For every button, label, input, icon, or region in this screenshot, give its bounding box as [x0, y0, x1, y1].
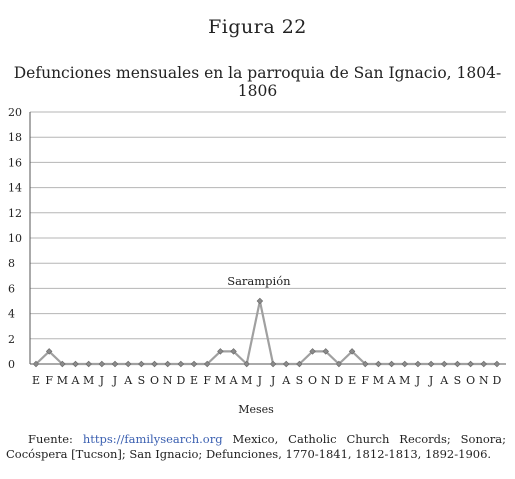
- y-tick-label: 8: [8, 257, 15, 270]
- x-tick-label: M: [241, 374, 252, 387]
- y-tick-labels: 0 2 4 6 8 10 12 14 16 18 20: [8, 106, 22, 371]
- x-tick-label: J: [270, 374, 275, 387]
- data-point: [203, 360, 211, 368]
- y-tick-label: 0: [8, 358, 15, 371]
- annotation-label: Sarampión: [227, 274, 291, 288]
- x-tick-label: D: [334, 374, 343, 387]
- y-tick-label: 18: [8, 131, 22, 144]
- y-tick-label: 16: [8, 156, 22, 169]
- x-tick-label: J: [112, 374, 117, 387]
- y-tick-label: 20: [8, 106, 22, 119]
- annotations: Sarampión: [227, 274, 291, 288]
- x-tick-label: F: [361, 374, 369, 387]
- data-point: [388, 360, 395, 368]
- x-tick-label: E: [348, 374, 356, 387]
- data-point: [190, 360, 198, 368]
- data-point: [45, 348, 53, 355]
- data-point: [111, 360, 119, 368]
- figure-label: Figura 22: [208, 16, 307, 38]
- data-point: [217, 348, 224, 355]
- data-point: [164, 360, 171, 368]
- data-point: [362, 360, 369, 368]
- y-tick-label: 14: [8, 182, 22, 195]
- x-tick-label: A: [387, 374, 397, 387]
- data-point: [138, 360, 145, 368]
- data-point: [283, 360, 290, 368]
- x-tick-label: M: [57, 374, 68, 387]
- data-point: [72, 360, 79, 368]
- x-tick-label: D: [176, 374, 185, 387]
- x-tick-label: O: [308, 374, 317, 387]
- x-tick-label: S: [296, 374, 304, 387]
- x-tick-label: S: [138, 374, 146, 387]
- x-tick-label: F: [203, 374, 211, 387]
- data-point: [335, 360, 343, 368]
- x-tick-label: M: [373, 374, 384, 387]
- data-point: [32, 360, 40, 368]
- data-point: [151, 360, 158, 368]
- y-tick-label: 2: [8, 333, 15, 346]
- x-tick-label: M: [399, 374, 410, 387]
- x-tick-label: N: [163, 374, 173, 387]
- data-point: [322, 348, 329, 355]
- x-tick-label: A: [229, 374, 239, 387]
- x-tick-label: A: [439, 374, 449, 387]
- y-tick-label: 12: [8, 207, 22, 220]
- data-point: [230, 348, 237, 355]
- data-point: [467, 360, 474, 368]
- data-point: [177, 360, 185, 368]
- x-tick-label: A: [71, 374, 81, 387]
- x-tick-label: J: [415, 374, 420, 387]
- data-point: [243, 360, 250, 368]
- x-tick-label: O: [466, 374, 475, 387]
- data-point: [414, 360, 422, 368]
- data-point: [98, 360, 106, 368]
- data-point: [427, 360, 435, 368]
- y-tick-label: 4: [8, 308, 15, 321]
- x-tick-label: N: [479, 374, 489, 387]
- data-point: [59, 360, 66, 368]
- data-point: [493, 360, 501, 368]
- x-tick-label: A: [281, 374, 291, 387]
- x-tick-label: E: [32, 374, 40, 387]
- data-point: [309, 348, 316, 355]
- data-point: [85, 360, 92, 368]
- data-point: [401, 360, 408, 368]
- data-point: [348, 348, 356, 355]
- x-tick-label: F: [45, 374, 53, 387]
- source-text: Mexico, Catholic Church Records; Sonora;…: [6, 432, 507, 461]
- y-tick-label: 6: [8, 282, 15, 295]
- data-point: [124, 360, 132, 368]
- x-axis-label: Meses: [238, 403, 274, 416]
- source-note: Fuente: https://familysearch.org Mexico,…: [6, 432, 506, 462]
- x-tick-label: N: [321, 374, 331, 387]
- data-point: [256, 297, 264, 305]
- data-point: [454, 360, 461, 368]
- data-point: [480, 360, 488, 368]
- x-tick-label: J: [428, 374, 433, 387]
- data-points: [32, 297, 501, 368]
- data-point: [269, 360, 277, 368]
- data-point: [296, 360, 303, 368]
- source-link[interactable]: https://familysearch.org: [82, 432, 223, 446]
- source-prefix: Fuente:: [28, 432, 73, 446]
- data-point: [441, 360, 448, 368]
- x-tick-label: J: [99, 374, 104, 387]
- x-tick-label: M: [215, 374, 226, 387]
- x-tick-label: M: [83, 374, 94, 387]
- y-tick-label: 10: [8, 232, 22, 245]
- x-tick-label: E: [190, 374, 198, 387]
- series-line-path: [35, 299, 497, 366]
- data-point: [375, 360, 382, 368]
- grid-lines: [29, 111, 506, 365]
- x-tick-label: A: [123, 374, 133, 387]
- x-tick-label: S: [454, 374, 462, 387]
- x-tick-label: O: [150, 374, 159, 387]
- x-tick-label: D: [493, 374, 502, 387]
- chart-title: Defunciones mensuales en la parroquia de…: [13, 64, 502, 100]
- series-line: [35, 299, 497, 366]
- x-tick-label: J: [257, 374, 262, 387]
